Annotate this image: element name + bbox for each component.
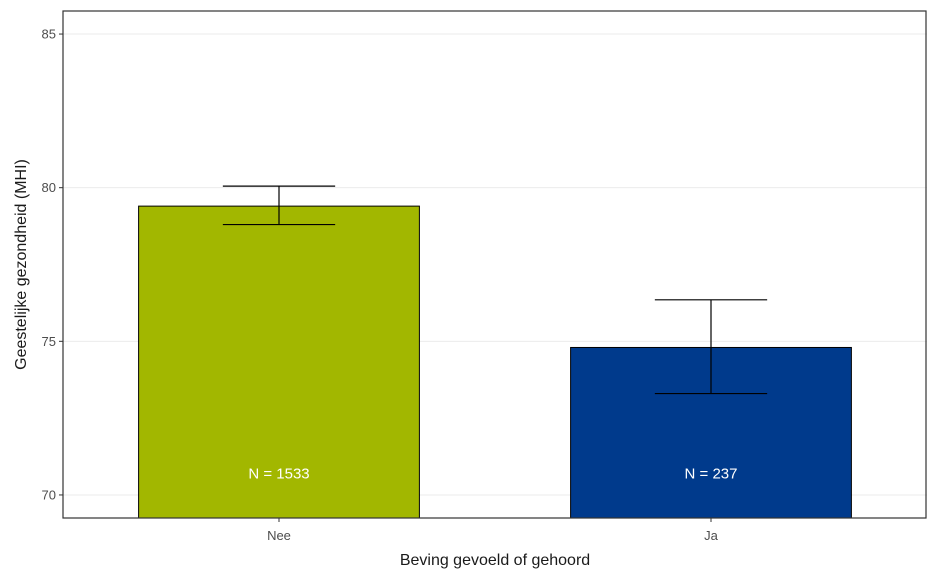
y-tick-label: 80 [42, 180, 56, 195]
x-tick-label: Nee [267, 528, 291, 543]
x-axis: Nee Ja [267, 518, 719, 543]
y-tick-label: 75 [42, 334, 56, 349]
y-tick-label: 70 [42, 487, 56, 502]
bars [138, 205, 852, 519]
bar-count-label: N = 1533 [248, 465, 309, 482]
x-axis-title: Beving gevoeld of gehoord [400, 552, 590, 569]
error-bar-nee [222, 185, 336, 226]
bar-nee [138, 205, 420, 519]
y-axis-title: Geestelijke gezondheid (MHI) [13, 159, 30, 370]
y-tick-label: 85 [42, 27, 56, 42]
error-bar-ja [654, 299, 768, 395]
bar-labels: N = 1533 N = 237 [248, 465, 737, 482]
error-bars [222, 185, 768, 395]
bar-count-label: N = 237 [685, 465, 738, 482]
y-axis: 70 75 80 85 [42, 27, 63, 502]
plot-panel-border [62, 10, 927, 519]
x-tick-label: Ja [704, 528, 719, 543]
